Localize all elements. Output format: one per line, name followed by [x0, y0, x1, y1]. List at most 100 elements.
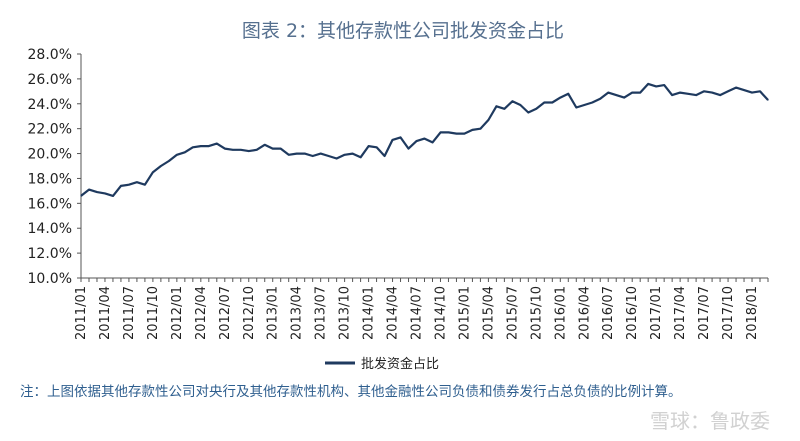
x-tick-label: 2015/07 [505, 286, 520, 340]
chart-title: 图表 2：其他存款性公司批发资金占比 [242, 20, 564, 42]
data-point [240, 149, 242, 151]
data-point [631, 92, 633, 94]
data-point [280, 148, 282, 150]
y-tick-label: 22.0% [28, 122, 72, 138]
x-tick-label: 2017/07 [697, 286, 712, 340]
x-tick-label: 2015/10 [529, 286, 544, 340]
data-point [575, 106, 577, 109]
data-point [384, 155, 386, 157]
x-tick-label: 2012/04 [194, 286, 209, 340]
data-point [423, 138, 426, 140]
data-point [104, 192, 106, 194]
data-point [272, 148, 274, 150]
legend: 批发资金占比 [325, 356, 439, 372]
y-tick-label: 10.0% [28, 271, 72, 287]
data-point [120, 185, 122, 187]
y-tick-label: 16.0% [28, 196, 72, 212]
data-point [647, 83, 649, 85]
data-point [415, 140, 418, 142]
data-point [535, 108, 537, 110]
data-point [727, 90, 729, 92]
x-tick-label: 2015/01 [457, 286, 472, 340]
data-point [695, 94, 697, 96]
data-point [296, 153, 298, 155]
data-point [168, 160, 170, 162]
data-point [479, 128, 481, 130]
x-tick-label: 2017/10 [721, 286, 736, 340]
data-point [487, 119, 489, 121]
data-point [639, 92, 641, 94]
data-point [288, 154, 290, 156]
x-tick-label: 2016/01 [553, 286, 568, 340]
data-point [160, 165, 162, 167]
data-point [248, 150, 250, 152]
x-tick-label: 2012/07 [218, 286, 233, 340]
x-tick-label: 2011/01 [74, 286, 89, 340]
x-tick-label: 2018/01 [745, 286, 760, 340]
x-tick-label: 2012/01 [170, 286, 185, 340]
data-point [320, 153, 322, 155]
x-tick-label: 2015/04 [481, 286, 496, 340]
data-point [679, 92, 681, 94]
data-point [567, 93, 569, 95]
data-point [447, 131, 450, 133]
x-tick-label: 2011/04 [98, 286, 113, 340]
data-point [615, 94, 617, 96]
y-tick-label: 12.0% [28, 246, 72, 262]
x-tick-label: 2014/07 [410, 286, 425, 340]
series-group [80, 82, 769, 197]
y-tick-label: 28.0% [28, 47, 72, 63]
data-point [399, 136, 402, 138]
chart-note: 注：上图依据其他存款性公司对央行及其他存款性机构、其他金融性公司负债和债券发行占… [20, 384, 682, 400]
data-point [559, 97, 561, 99]
data-point [264, 144, 266, 146]
data-point [543, 101, 545, 104]
x-tick-label: 2013/07 [314, 286, 329, 340]
data-point [407, 148, 410, 150]
data-point [360, 156, 362, 158]
data-point [144, 184, 146, 186]
data-point [352, 153, 354, 155]
data-point [767, 99, 769, 101]
data-point [312, 155, 314, 157]
data-point [256, 149, 258, 151]
data-point [527, 111, 529, 114]
data-point [735, 87, 737, 89]
data-point [591, 101, 593, 104]
data-point [751, 92, 753, 94]
x-tick-label: 2016/10 [625, 286, 640, 340]
data-point [344, 154, 346, 156]
data-point [80, 195, 82, 197]
data-point [743, 89, 745, 91]
x-tick-label: 2017/04 [673, 286, 688, 340]
data-point [607, 92, 609, 94]
data-point [336, 157, 338, 160]
x-tick-label: 2013/10 [338, 286, 353, 340]
data-point [511, 100, 513, 102]
data-point [232, 149, 234, 151]
data-point [184, 151, 186, 153]
x-tick-label: 2011/07 [122, 286, 137, 340]
data-point [687, 93, 689, 95]
data-point [208, 145, 210, 147]
x-tick-label: 2011/10 [146, 286, 161, 340]
data-point [112, 195, 114, 197]
data-point [88, 189, 90, 191]
data-point [200, 145, 202, 147]
data-point [224, 148, 226, 150]
data-point [152, 171, 154, 173]
x-tick-label: 2017/01 [649, 286, 664, 340]
data-point [519, 104, 522, 106]
watermark: 雪球：鲁政委 [650, 409, 770, 433]
y-tick-label: 14.0% [28, 221, 72, 237]
data-point [176, 154, 178, 156]
data-point [304, 153, 306, 155]
data-point [711, 92, 713, 94]
data-point [663, 84, 665, 86]
data-point [719, 94, 721, 96]
data-point [703, 90, 705, 92]
series-line [80, 82, 769, 197]
data-point [655, 85, 657, 87]
x-axis: 2011/01 2011/04 2011/07 2011/10 2012/01 2012/… [74, 277, 769, 340]
data-point [623, 97, 625, 99]
